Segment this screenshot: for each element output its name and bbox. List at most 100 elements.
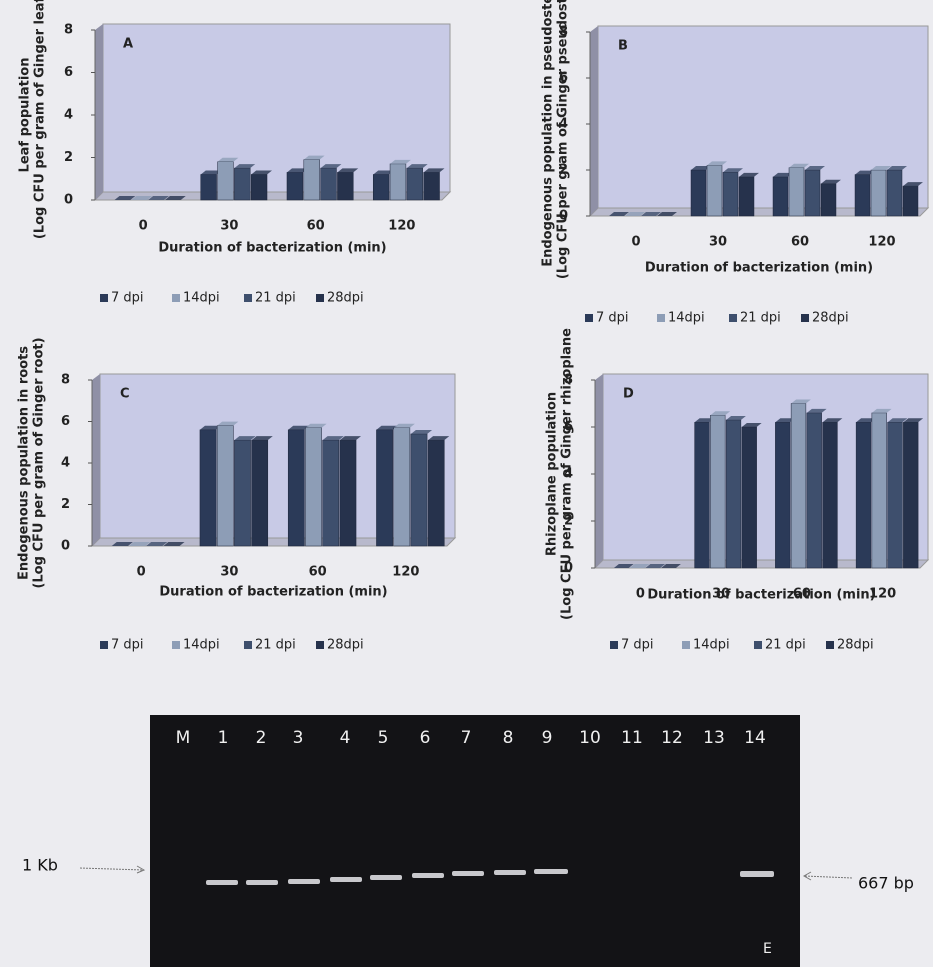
bar	[252, 440, 268, 546]
side-wall	[95, 24, 103, 200]
bar	[773, 177, 788, 216]
lane-label: 11	[621, 728, 643, 748]
bar	[321, 168, 337, 200]
y-axis-title: Leaf population	[18, 58, 33, 173]
legend-label: 14dpi	[183, 291, 220, 306]
legend-label: 21 dpi	[255, 291, 296, 306]
bar	[726, 420, 741, 568]
bar	[251, 175, 267, 201]
y-tick-label: 4	[61, 456, 70, 471]
legend-label: 7 dpi	[596, 311, 629, 326]
bar	[337, 172, 353, 200]
legend-label: 21 dpi	[740, 311, 781, 326]
x-axis-title: Duration of bacterization (min)	[647, 588, 875, 603]
y-tick-label: 8	[61, 373, 70, 388]
bar	[823, 422, 838, 568]
y-axis-title: (Log CFU per gram of Ginger leaf)	[33, 0, 48, 239]
panel-label: C	[120, 387, 130, 402]
bar	[805, 170, 820, 216]
bar	[807, 413, 822, 568]
bar	[201, 175, 217, 201]
bar	[218, 162, 234, 200]
bar	[872, 413, 887, 568]
legend-label: 14dpi	[183, 638, 220, 653]
side-wall	[595, 374, 603, 568]
bar	[710, 415, 725, 568]
bar	[234, 440, 250, 546]
x-tick-label: 0	[636, 587, 645, 602]
product-label: 667 bp	[858, 874, 914, 893]
legend-swatch	[585, 314, 593, 322]
legend-swatch	[244, 641, 252, 649]
y-tick-label: 2	[61, 497, 70, 512]
y-axis-title: Endogenous population in roots	[17, 346, 32, 580]
gel	[150, 715, 800, 967]
bar	[234, 168, 250, 200]
lane-label: 2	[256, 728, 267, 748]
legend-label: 21 dpi	[765, 638, 806, 653]
x-tick-label: 30	[220, 565, 238, 580]
lane-label: 6	[420, 728, 431, 748]
legend-swatch	[172, 641, 180, 649]
band	[452, 871, 484, 876]
bar	[887, 170, 902, 216]
bar	[287, 172, 303, 200]
lane-label: 10	[579, 728, 601, 748]
legend-label: 28dpi	[327, 291, 364, 306]
bar	[407, 168, 423, 200]
y-axis-title: Endogenous population in pseudostem	[541, 0, 556, 267]
lane-label: M	[176, 728, 191, 748]
legend-label: 7 dpi	[111, 638, 144, 653]
bar	[373, 175, 389, 201]
lane-label: 14	[744, 728, 766, 748]
bar	[888, 422, 903, 568]
legend-label: 14dpi	[693, 638, 730, 653]
x-tick-label: 60	[307, 219, 325, 234]
bar	[695, 422, 710, 568]
legend-label: 28dpi	[837, 638, 874, 653]
legend-label: 28dpi	[812, 311, 849, 326]
bar	[305, 428, 321, 546]
legend-label: 14dpi	[668, 311, 705, 326]
bar	[707, 165, 722, 216]
x-tick-label: 30	[220, 219, 238, 234]
lane-label: 1	[218, 728, 229, 748]
panel-label: B	[618, 39, 628, 54]
bar	[390, 164, 406, 200]
lane-label: 4	[340, 728, 351, 748]
legend-swatch	[610, 641, 618, 649]
legend-swatch	[729, 314, 737, 322]
legend-swatch	[172, 294, 180, 302]
lane-label: 9	[542, 728, 553, 748]
bar	[791, 404, 806, 569]
y-tick-label: 0	[64, 193, 73, 208]
bar	[871, 170, 886, 216]
x-tick-label: 120	[392, 565, 419, 580]
x-tick-label: 0	[139, 219, 148, 234]
bar	[323, 440, 339, 546]
bar	[424, 172, 440, 200]
x-axis-title: Duration of bacterization (min)	[645, 261, 873, 276]
band	[206, 880, 238, 885]
lane-label: 3	[293, 728, 304, 748]
bar	[856, 422, 871, 568]
x-tick-label: 0	[137, 565, 146, 580]
legend-swatch	[801, 314, 809, 322]
figure: 0246803060120ADuration of bacterization …	[0, 0, 933, 967]
legend-swatch	[100, 641, 108, 649]
band	[740, 871, 774, 877]
y-axis-title: (Log CFU per gram of Ginger root)	[32, 337, 47, 588]
lane-label: 13	[703, 728, 725, 748]
bar	[821, 184, 836, 216]
x-tick-label: 120	[868, 235, 895, 250]
legend-swatch	[682, 641, 690, 649]
y-tick-label: 6	[61, 414, 70, 429]
side-wall	[590, 26, 598, 216]
y-tick-label: 4	[64, 108, 73, 123]
bar	[428, 440, 444, 546]
y-axis-title: Rhizoplane population	[545, 392, 560, 556]
